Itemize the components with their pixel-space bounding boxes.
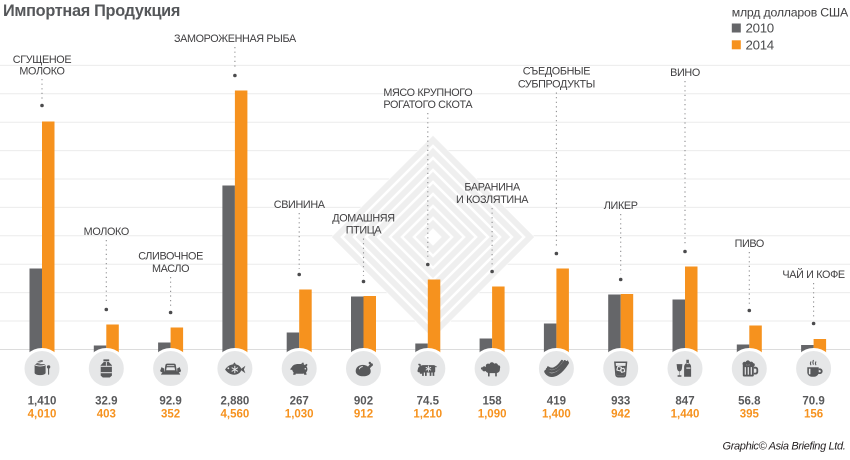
svg-text:1,410: 1,410 <box>28 396 57 408</box>
svg-text:1,030: 1,030 <box>285 409 314 421</box>
svg-text:4,010: 4,010 <box>28 409 57 421</box>
svg-text:902: 902 <box>354 396 373 408</box>
svg-text:млрд долларов США: млрд долларов США <box>732 6 849 20</box>
svg-text:МАСЛО: МАСЛО <box>152 263 189 275</box>
svg-text:ВИНО: ВИНО <box>670 67 700 79</box>
svg-text:56.8: 56.8 <box>738 396 761 408</box>
svg-text:4,560: 4,560 <box>221 409 250 421</box>
svg-text:74.5: 74.5 <box>417 396 440 408</box>
svg-text:СГУЩЕНОЕ: СГУЩЕНОЕ <box>13 54 72 66</box>
svg-text:1,440: 1,440 <box>671 409 700 421</box>
svg-text:912: 912 <box>354 409 373 421</box>
svg-text:403: 403 <box>97 409 116 421</box>
svg-text:Импортная Продукция: Импортная Продукция <box>3 2 180 20</box>
svg-text:92.9: 92.9 <box>159 396 181 408</box>
svg-text:ПИВО: ПИВО <box>735 238 764 250</box>
svg-text:933: 933 <box>611 396 630 408</box>
svg-text:МОЛОКО: МОЛОКО <box>19 66 64 78</box>
svg-text:И КОЗЛЯТИНА: И КОЗЛЯТИНА <box>456 194 529 206</box>
svg-text:МЯСО КРУПНОГО: МЯСО КРУПНОГО <box>383 87 472 99</box>
svg-text:ПТИЦА: ПТИЦА <box>346 225 383 237</box>
svg-text:1,210: 1,210 <box>413 409 442 421</box>
svg-text:158: 158 <box>483 396 503 408</box>
svg-text:2014: 2014 <box>746 37 774 52</box>
svg-text:352: 352 <box>161 409 180 421</box>
svg-text:ЛИКЕР: ЛИКЕР <box>604 200 638 212</box>
svg-text:СВИНИНА: СВИНИНА <box>274 199 326 211</box>
svg-text:Graphic© Asia Briefing Ltd.: Graphic© Asia Briefing Ltd. <box>723 441 846 453</box>
svg-text:2010: 2010 <box>746 21 774 36</box>
svg-text:847: 847 <box>675 396 694 408</box>
svg-text:2,880: 2,880 <box>221 396 250 408</box>
svg-text:1,400: 1,400 <box>542 409 571 421</box>
svg-text:70.9: 70.9 <box>802 396 824 408</box>
svg-text:942: 942 <box>611 409 630 421</box>
svg-text:ЗАМОРОЖЕННАЯ РЫБА: ЗАМОРОЖЕННАЯ РЫБА <box>174 33 297 45</box>
svg-text:ЧАЙ И КОФЕ: ЧАЙ И КОФЕ <box>782 268 845 281</box>
svg-text:1,090: 1,090 <box>478 409 507 421</box>
svg-text:БАРАНИНА: БАРАНИНА <box>464 182 521 194</box>
svg-text:156: 156 <box>804 409 823 421</box>
svg-text:267: 267 <box>290 396 309 408</box>
svg-text:395: 395 <box>740 409 760 421</box>
svg-text:РОГАТОГО СКОТА: РОГАТОГО СКОТА <box>383 99 473 111</box>
svg-text:419: 419 <box>547 396 566 408</box>
svg-text:МОЛОКО: МОЛОКО <box>84 226 129 238</box>
svg-text:32.9: 32.9 <box>95 396 117 408</box>
svg-text:СЪЕДОБНЫЕ: СЪЕДОБНЫЕ <box>523 66 591 78</box>
svg-text:СЛИВОЧНОЕ: СЛИВОЧНОЕ <box>138 251 203 263</box>
svg-text:ДОМАШНЯЯ: ДОМАШНЯЯ <box>332 213 394 225</box>
svg-text:СУБПРОДУКТЫ: СУБПРОДУКТЫ <box>518 79 595 91</box>
